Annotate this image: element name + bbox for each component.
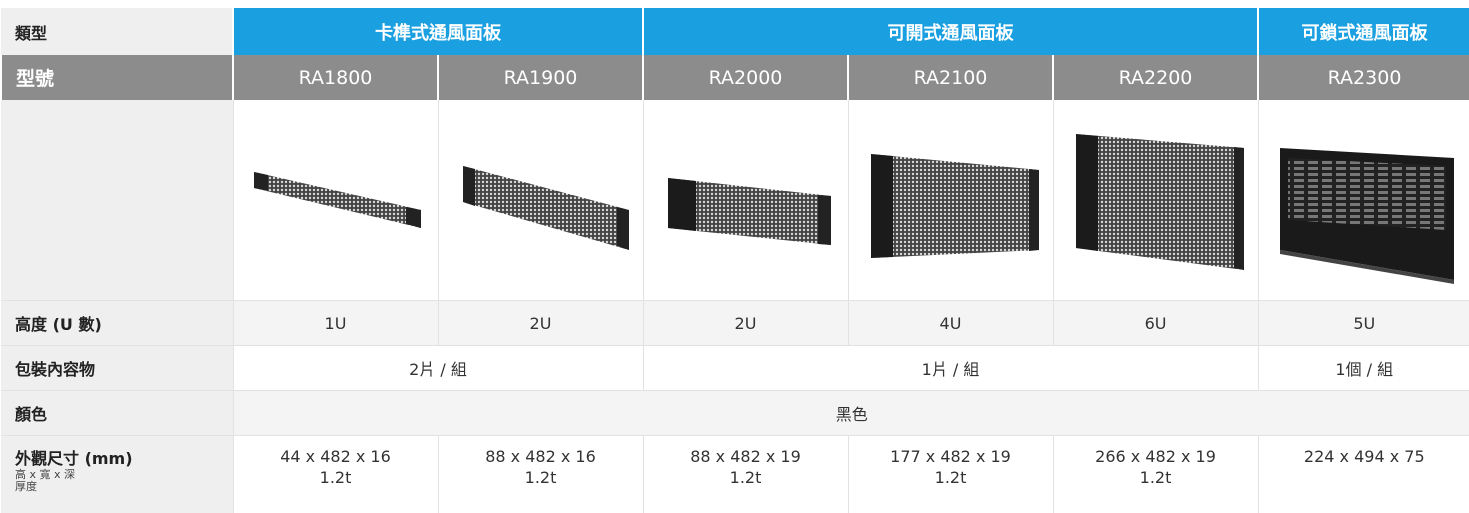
cell: 1片 / 組 (642, 345, 1259, 391)
image-row (1, 100, 1469, 301)
dimension: 88 x 482 x 16 (485, 447, 596, 466)
cell: 266 x 482 x 19 1.2t (1052, 435, 1259, 513)
cell: 1U (232, 300, 438, 346)
cell: 177 x 482 x 19 1.2t (847, 435, 1053, 513)
panel-6u (1075, 134, 1244, 270)
dimension: 177 x 482 x 19 (890, 447, 1011, 466)
row-label: 外觀尺寸 (mm) 高 x 寬 x 深 厚度 (1, 435, 233, 513)
thickness: 1.2t (1139, 468, 1172, 487)
color-row: 顏色 黑色 (1, 390, 1469, 436)
package-row: 包裝內容物 2片 / 組 1片 / 組 1個 / 組 (1, 345, 1469, 391)
thickness: 1.2t (934, 468, 967, 487)
dimension-row: 外觀尺寸 (mm) 高 x 寬 x 深 厚度 44 x 482 x 16 1.2t… (1, 435, 1469, 513)
height-row: 高度 (U 數) 1U 2U 2U 4U 6U 5U (1, 300, 1469, 346)
model: RA2200 (1051, 55, 1259, 100)
model: RA2000 (642, 55, 848, 100)
label: 外觀尺寸 (mm) (15, 449, 133, 468)
cell: 88 x 482 x 19 1.2t (642, 435, 848, 513)
model: RA1800 (232, 55, 438, 100)
panel-5u-lockable (1280, 148, 1455, 284)
product-image (1052, 100, 1259, 301)
dimension: 266 x 482 x 19 (1095, 447, 1216, 466)
thickness: 1.2t (319, 468, 352, 487)
product-image (1257, 100, 1469, 301)
panel-2u-hinged (667, 178, 831, 245)
row-label: 顏色 (1, 390, 233, 436)
cell: 6U (1052, 300, 1259, 346)
sub-label: 高 x 寬 x 深 (15, 468, 76, 481)
dimension: 224 x 494 x 75 (1303, 447, 1425, 466)
model-row: 型號 RA1800 RA1900 RA2000 RA2100 RA2200 RA… (0, 55, 1469, 100)
cell: 5U (1257, 300, 1469, 346)
dimension: 88 x 482 x 19 (690, 447, 801, 466)
row-label: 高度 (U 數) (1, 300, 233, 346)
panel-2u (462, 166, 629, 250)
row-label (1, 100, 233, 301)
model: RA1900 (437, 55, 643, 100)
group-header: 卡榫式通風面板 (232, 8, 643, 55)
product-image (642, 100, 848, 301)
cell: 黑色 (232, 390, 1469, 436)
sub-label: 厚度 (15, 480, 37, 493)
cell: 2U (437, 300, 643, 346)
product-image (232, 100, 438, 301)
cell: 44 x 482 x 16 1.2t (232, 435, 438, 513)
cell: 2片 / 組 (232, 345, 643, 391)
product-image (847, 100, 1053, 301)
panel-4u (870, 154, 1039, 258)
comparison-table: 類型 卡榫式通風面板 可開式通風面板 可鎖式通風面板 型號 RA1800 RA1… (0, 8, 1469, 513)
group-row: 類型 卡榫式通風面板 可開式通風面板 可鎖式通風面板 (1, 8, 1469, 55)
product-image (437, 100, 643, 301)
cell: 88 x 482 x 16 1.2t (437, 435, 643, 513)
group-header: 可鎖式通風面板 (1257, 8, 1469, 55)
thickness: 1.2t (729, 468, 762, 487)
cell: 4U (847, 300, 1053, 346)
panel-1u (253, 172, 421, 228)
cell: 224 x 494 x 75 (1257, 435, 1469, 513)
model: RA2300 (1257, 55, 1469, 100)
thickness: 1.2t (524, 468, 557, 487)
dimension: 44 x 482 x 16 (280, 447, 391, 466)
row-label: 包裝內容物 (1, 345, 233, 391)
cell: 2U (642, 300, 848, 346)
row-label: 型號 (0, 55, 233, 100)
cell: 1個 / 組 (1257, 345, 1469, 391)
group-header: 可開式通風面板 (641, 8, 1259, 55)
model: RA2100 (847, 55, 1053, 100)
row-label: 類型 (1, 8, 233, 55)
